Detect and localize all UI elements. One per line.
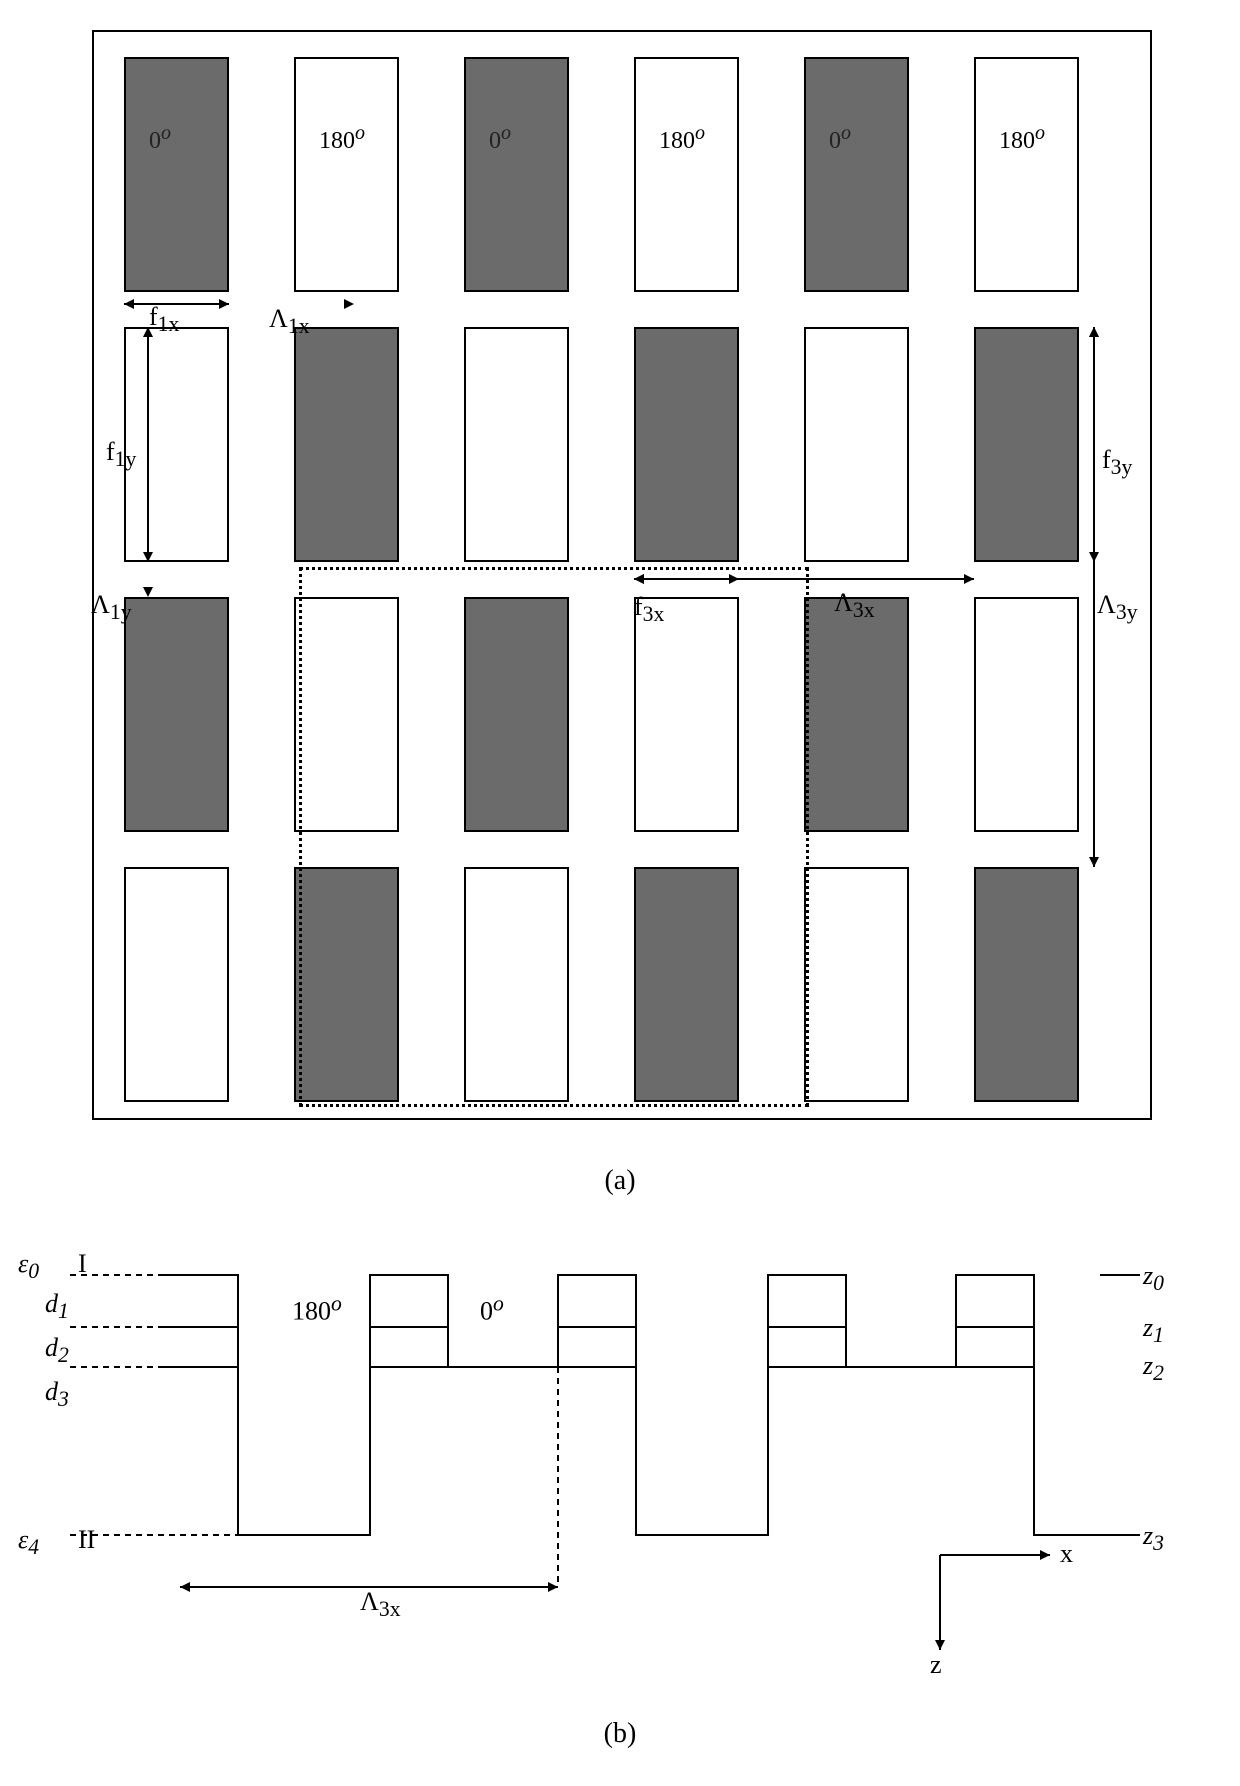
eps4-label: ε4	[18, 1525, 39, 1560]
panel-a-arrows	[94, 32, 1154, 1122]
axis-z-label: z	[930, 1650, 942, 1680]
lambda3x-b-label: Λ3x	[360, 1587, 401, 1622]
axis-x-label: x	[1060, 1539, 1073, 1569]
region-I-label: I	[78, 1249, 87, 1279]
eps0-label: ε0	[18, 1249, 39, 1284]
phase-0-label: 0o	[480, 1291, 504, 1327]
z2-label: z2	[1143, 1351, 1164, 1386]
d3-label: d3	[45, 1377, 69, 1412]
caption-b: (b)	[604, 1718, 637, 1750]
panel-a-container: 0o180o0o180o0o180o f1xΛ1xf1yΛ1yf3xΛ3xf3y…	[92, 30, 1152, 1120]
phase-180-label: 180o	[292, 1291, 342, 1327]
panel-b-container: ε0Id1d2d3ε4IIz0z1z2z3180o0oΛ3xxz	[60, 1235, 1190, 1675]
d2-label: d2	[45, 1333, 69, 1368]
z3-label: z3	[1143, 1521, 1164, 1556]
d1-label: d1	[45, 1289, 69, 1324]
panel-b-profile	[60, 1235, 1190, 1675]
region-II-label: II	[78, 1525, 95, 1555]
caption-a: (a)	[604, 1165, 635, 1197]
z1-label: z1	[1143, 1313, 1164, 1348]
z0-label: z0	[1143, 1261, 1164, 1296]
